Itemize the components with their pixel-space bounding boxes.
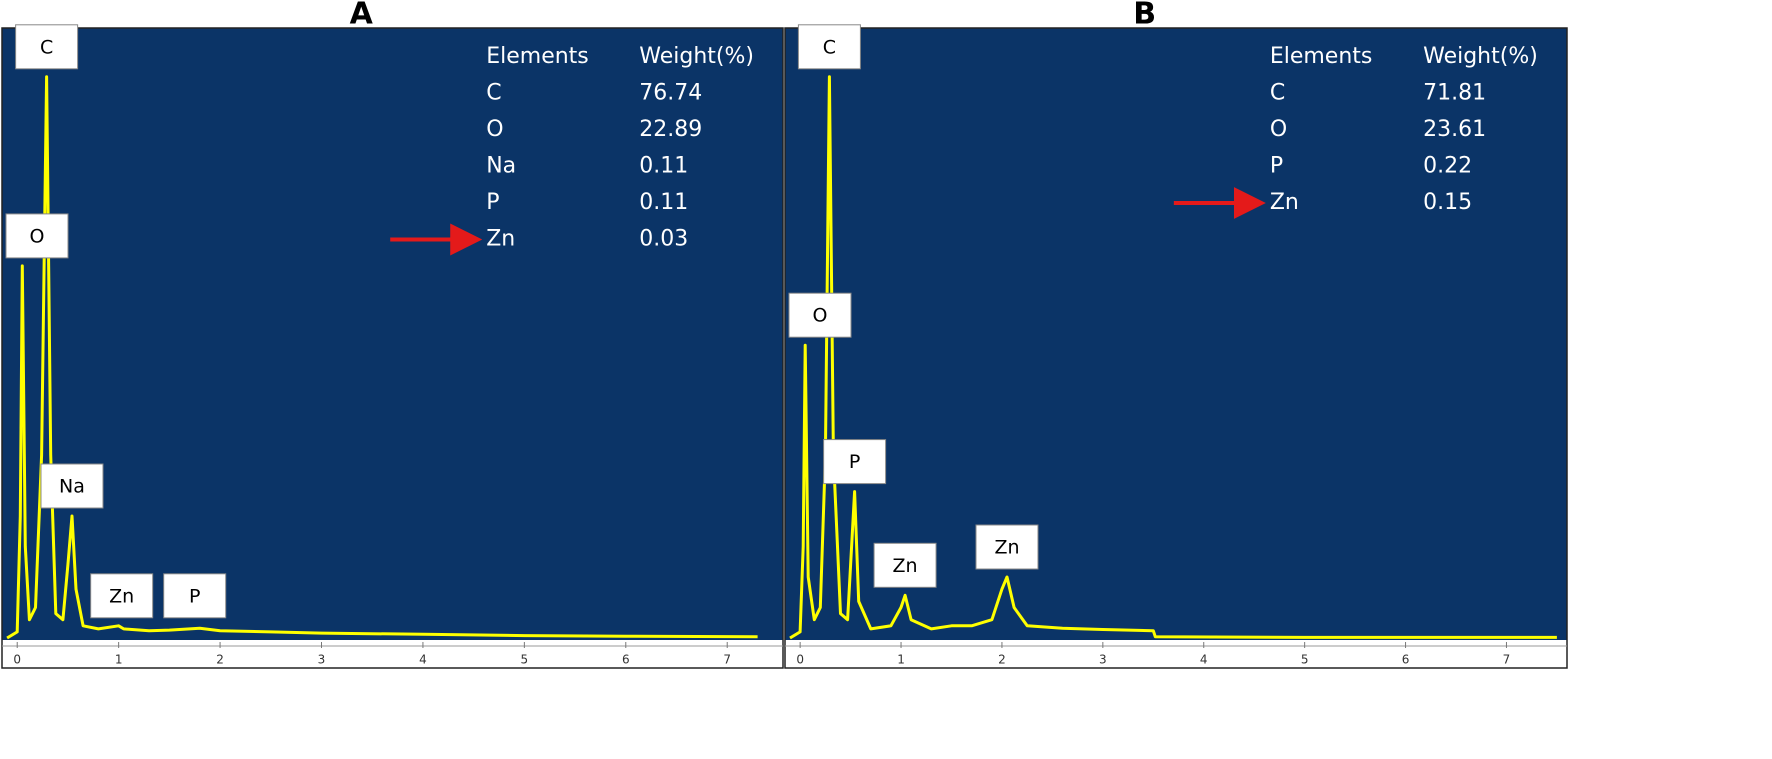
x-tick-label: 1 (897, 653, 905, 667)
peak-label: Zn (994, 537, 1019, 559)
table-header: Elements (1270, 44, 1373, 69)
peak-label: O (813, 305, 828, 327)
x-tick-label: 7 (1503, 653, 1511, 667)
element-name: C (1270, 81, 1285, 106)
x-tick-label: 3 (1099, 653, 1107, 667)
x-tick-label: 0 (13, 653, 21, 667)
element-name: P (1270, 154, 1283, 179)
plot-area (785, 28, 1567, 640)
plot-area (2, 28, 783, 640)
x-tick-label: 0 (796, 653, 804, 667)
peak-label-box (873, 542, 937, 588)
element-name: Na (486, 154, 516, 179)
spectrum-line (6, 75, 758, 640)
x-tick-label: 4 (1200, 653, 1208, 667)
peak-label: Zn (109, 585, 134, 607)
element-name: C (486, 81, 501, 106)
element-name: Zn (486, 227, 515, 252)
peak-label: Na (59, 476, 85, 498)
peak-label-box (90, 573, 154, 619)
peak-label: C (40, 36, 53, 58)
panel-title: A (350, 0, 374, 32)
element-name: P (486, 190, 499, 215)
peak-label-box (975, 524, 1039, 570)
plot-frame (784, 27, 1568, 669)
x-tick-label: 2 (216, 653, 224, 667)
weight-value: 23.61 (1423, 117, 1486, 142)
x-tick-label: 3 (318, 653, 326, 667)
peak-label: P (189, 585, 200, 607)
x-tick-label: 2 (998, 653, 1006, 667)
weight-value: 76.74 (639, 81, 702, 106)
element-name: O (486, 117, 503, 142)
weight-value: 0.03 (639, 227, 688, 252)
weight-value: 0.15 (1423, 190, 1472, 215)
peak-label-box (788, 292, 852, 338)
weight-value: 22.89 (639, 117, 702, 142)
peak-label-box (163, 573, 227, 619)
x-tick-label: 5 (1301, 653, 1309, 667)
peak-label: P (849, 451, 860, 473)
spectrum-line (789, 75, 1557, 640)
x-tick-label: 6 (1402, 653, 1410, 667)
peak-label: Zn (893, 555, 918, 577)
peak-label-box (15, 24, 79, 70)
table-header: Elements (486, 44, 589, 69)
x-tick-label: 1 (115, 653, 123, 667)
weight-value: 0.11 (639, 190, 688, 215)
plot-frame (1, 27, 784, 669)
x-tick-label: 6 (622, 653, 630, 667)
peak-label-box (823, 439, 887, 485)
panel-title: B (1133, 0, 1156, 32)
peak-label: O (30, 225, 45, 247)
x-tick-label: 5 (521, 653, 529, 667)
weight-value: 71.81 (1423, 81, 1486, 106)
x-tick-label: 7 (723, 653, 731, 667)
table-header: Weight(%) (639, 44, 754, 69)
x-tick-label: 4 (419, 653, 427, 667)
peak-label-box (40, 463, 104, 509)
peak-label-box (797, 24, 861, 70)
element-name: O (1270, 117, 1287, 142)
peak-label: C (823, 36, 836, 58)
table-header: Weight(%) (1423, 44, 1538, 69)
element-name: Zn (1270, 190, 1299, 215)
peak-label-box (5, 213, 69, 259)
weight-value: 0.22 (1423, 154, 1472, 179)
weight-value: 0.11 (639, 154, 688, 179)
